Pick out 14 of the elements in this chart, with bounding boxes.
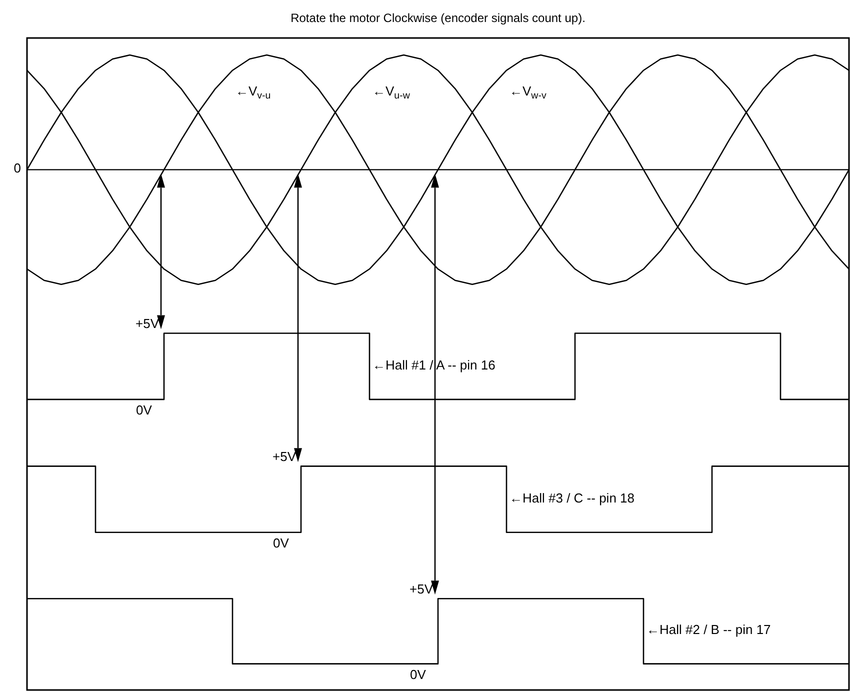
series-label: ←Hall #1 / A -- pin 16: [372, 358, 496, 373]
text: 0: [14, 161, 21, 176]
series-label: ←V$_{w-v}$: [510, 84, 546, 101]
annotation: 0V: [136, 402, 152, 418]
annotation: 0V: [273, 536, 290, 551]
annotation: +5V: [136, 316, 160, 332]
annotation: +5V: [272, 450, 296, 465]
chart-title: Rotate the motor Clockwise (encoder signals count up).: [290, 11, 586, 25]
series-label: ←V$_{v-u}$: [236, 84, 271, 101]
text: 0V: [410, 667, 426, 682]
series-label: ←Hall #2 / B -- pin 17: [646, 622, 771, 638]
series-label: ←V$_{u-w}$: [372, 84, 411, 101]
series-label: ←Hall #3 / C -- pin 18: [510, 490, 634, 506]
annotation: +5V: [410, 582, 434, 598]
